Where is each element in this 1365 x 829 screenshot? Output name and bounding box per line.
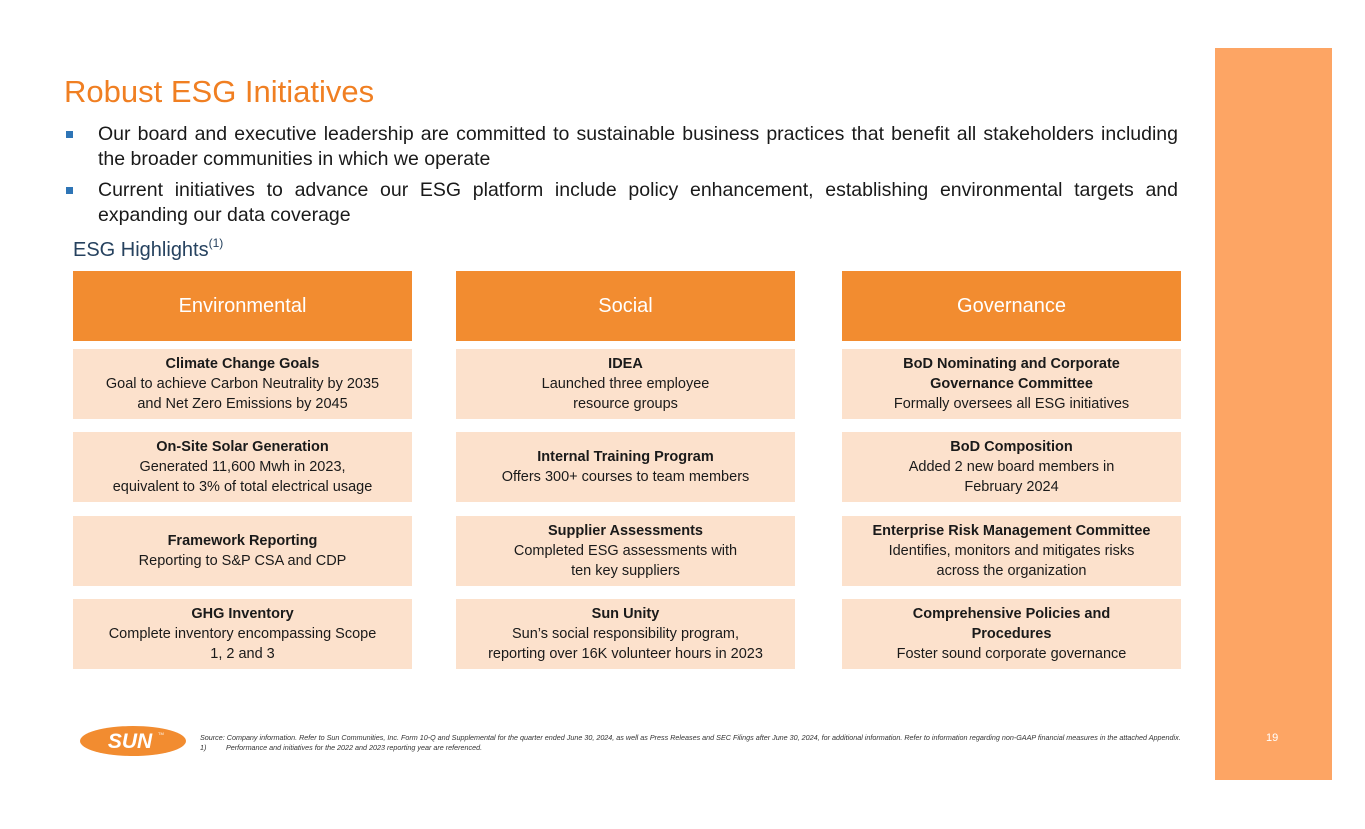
card-title: Sun Unity (591, 606, 660, 622)
card-line: Added 2 new board members in (908, 459, 1115, 475)
bullet-item: Our board and executive leadership are c… (64, 122, 1178, 172)
card-line: Formally oversees all ESG initiatives (893, 396, 1130, 412)
governance-card: BoD Nominating and Corporate Governance … (842, 349, 1181, 419)
page-number: 19 (1266, 732, 1279, 744)
source-note: Source: Company information. Refer to Su… (200, 733, 1181, 742)
card-line: Offers 300+ courses to team members (501, 469, 750, 485)
card-title: BoD Composition (950, 439, 1073, 455)
card-title: BoD Nominating and Corporate Governance … (903, 356, 1120, 392)
card-line: February 2024 (964, 479, 1059, 495)
side-accent-bar (1215, 48, 1332, 780)
card-title: GHG Inventory (191, 606, 294, 622)
card-line: reporting over 16K volunteer hours in 20… (488, 646, 763, 662)
card-line: Reporting to S&P CSA and CDP (138, 553, 347, 569)
card-line: Complete inventory encompassing Scope (108, 626, 377, 642)
card-title: Comprehensive Policies and Procedures (912, 606, 1111, 642)
social-card: Internal Training Program Offers 300+ co… (456, 432, 795, 502)
card-line: Goal to achieve Carbon Neutrality by 203… (105, 376, 380, 392)
governance-header: Governance (842, 271, 1181, 341)
logo-trademark: TM (158, 731, 164, 736)
card-line: 1, 2 and 3 (210, 646, 275, 662)
bullet-square-icon (66, 187, 73, 194)
bullet-square-icon (66, 131, 73, 138)
card-title: IDEA (608, 356, 643, 372)
environmental-header: Environmental (73, 271, 412, 341)
social-card: IDEA Launched three employee resource gr… (456, 349, 795, 419)
card-line: and Net Zero Emissions by 2045 (137, 396, 348, 412)
card-title: Framework Reporting (167, 533, 318, 549)
card-line: Launched three employee (541, 376, 710, 392)
card-line: equivalent to 3% of total electrical usa… (112, 479, 373, 495)
card-line: Foster sound corporate governance (896, 646, 1127, 662)
card-title: Supplier Assessments (548, 523, 703, 539)
logo-text: SUN (108, 730, 153, 753)
card-title: On-Site Solar Generation (156, 439, 329, 455)
environmental-card: Framework Reporting Reporting to S&P CSA… (73, 516, 412, 586)
card-line: Generated 11,600 Mwh in 2023, (139, 459, 346, 475)
card-line: Sun’s social responsibility program, (511, 626, 739, 642)
card-line: Identifies, monitors and mitigates risks (888, 543, 1135, 559)
card-title: Climate Change Goals (165, 356, 320, 372)
footnote-ref: (1) (208, 236, 224, 250)
card-line: ten key suppliers (571, 563, 680, 579)
bullet-text: Current initiatives to advance our ESG p… (98, 179, 1178, 226)
governance-card: BoD Composition Added 2 new board member… (842, 432, 1181, 502)
card-line: Completed ESG assessments with (513, 543, 738, 559)
environmental-card: On-Site Solar Generation Generated 11,60… (73, 432, 412, 502)
esg-highlights-heading: ESG Highlights(1) (73, 236, 223, 262)
social-header: Social (456, 271, 795, 341)
card-title: Enterprise Risk Management Committee (872, 523, 1151, 539)
environmental-card: Climate Change Goals Goal to achieve Car… (73, 349, 412, 419)
esg-highlights-title: ESG Highlights (73, 239, 209, 261)
card-line: across the organization (936, 563, 1087, 579)
bullet-text: Our board and executive leadership are c… (98, 123, 1178, 170)
governance-card: Enterprise Risk Management Committee Ide… (842, 516, 1181, 586)
note-text: Performance and initiatives for the 2022… (226, 742, 483, 752)
bullet-item: Current initiatives to advance our ESG p… (64, 178, 1178, 228)
card-title: Internal Training Program (537, 449, 714, 465)
note-number: 1) (200, 742, 207, 752)
sun-logo: SUN TM (80, 726, 186, 756)
bullet-list: Our board and executive leadership are c… (64, 122, 1178, 234)
card-line: resource groups (573, 396, 678, 412)
environmental-card: GHG Inventory Complete inventory encompa… (73, 599, 412, 669)
social-card: Supplier Assessments Completed ESG asses… (456, 516, 795, 586)
numbered-note: 1) Performance and initiatives for the 20… (200, 743, 1200, 753)
governance-card: Comprehensive Policies and Procedures Fo… (842, 599, 1181, 669)
social-card: Sun Unity Sun’s social responsibility pr… (456, 599, 795, 669)
slide-title: Robust ESG Initiatives (64, 74, 375, 109)
footnote: Source: Company information. Refer to Su… (200, 733, 1200, 752)
